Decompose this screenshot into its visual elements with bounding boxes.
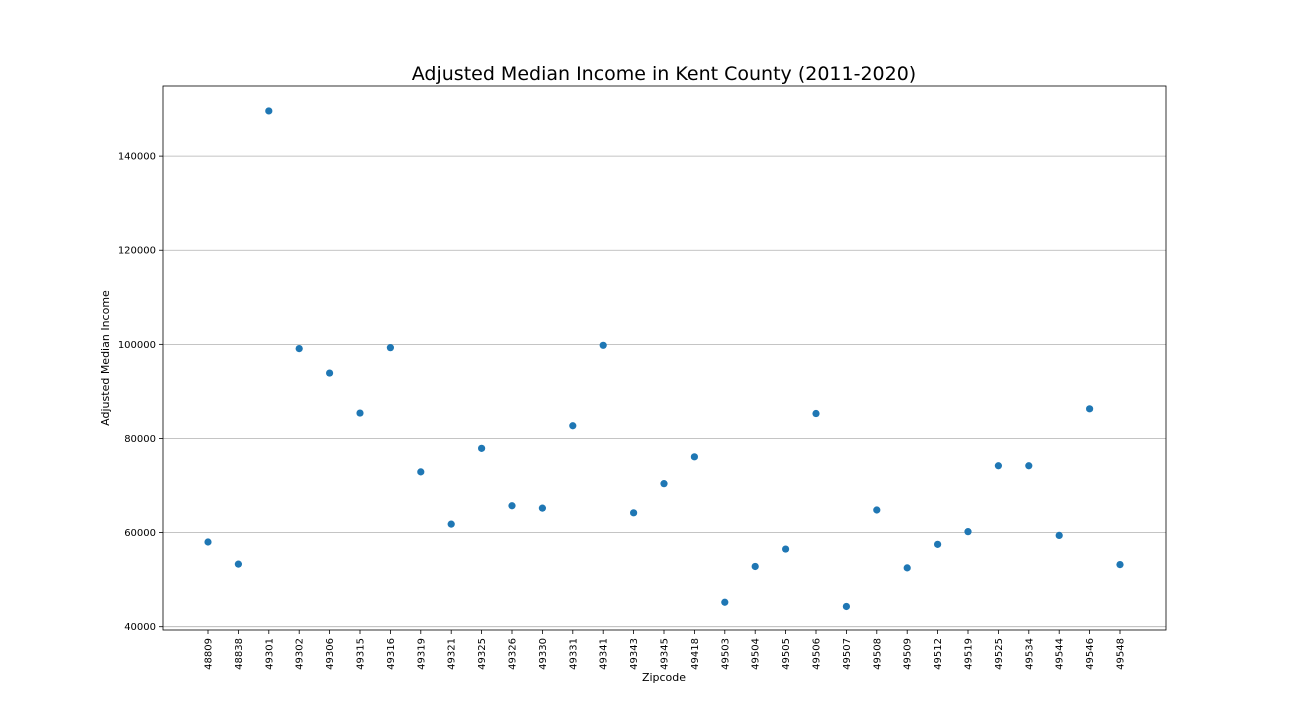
x-tick-label: 49301 <box>264 638 275 670</box>
data-point <box>386 344 394 352</box>
plot-area-frame <box>162 85 1167 631</box>
data-point <box>721 598 729 606</box>
data-points <box>204 107 1124 611</box>
y-tick-label: 100000 <box>118 340 156 351</box>
y-axis-ticks: 40000 60000 80000 100000 120000 140000 <box>118 152 163 633</box>
x-tick-label: 49506 <box>812 638 823 670</box>
x-tick-label: 49330 <box>538 638 549 670</box>
data-point <box>1055 531 1063 540</box>
data-point <box>1086 405 1094 413</box>
data-point <box>447 520 455 528</box>
data-point <box>994 462 1003 470</box>
data-point <box>417 468 425 476</box>
y-axis-label: Adjusted Median Income <box>99 290 112 426</box>
y-tick-label: 120000 <box>118 246 156 257</box>
x-tick-label: 49505 <box>781 638 792 670</box>
x-tick-label: 49546 <box>1085 638 1096 670</box>
data-point <box>1116 560 1124 569</box>
x-tick-label: 49306 <box>325 638 336 670</box>
data-point <box>508 502 516 510</box>
x-tick-label: 49503 <box>720 638 731 670</box>
data-point <box>660 480 668 488</box>
x-axis-label: Zipcode <box>642 671 686 684</box>
data-point <box>751 562 759 571</box>
data-point <box>812 409 820 418</box>
gridlines <box>163 155 1166 628</box>
data-point <box>782 545 790 553</box>
x-tick-label: 49319 <box>416 638 427 670</box>
x-tick-label: 49507 <box>842 638 853 670</box>
data-point <box>569 422 577 430</box>
data-point <box>478 444 486 452</box>
data-point <box>295 344 303 353</box>
x-tick-label: 49418 <box>690 638 701 670</box>
data-point <box>599 341 607 349</box>
x-tick-label: 49326 <box>508 638 519 670</box>
x-axis-ticks: 48809 48838 49301 49302 49306 49315 49316 49319… <box>204 630 1127 670</box>
x-tick-label: 49548 <box>1116 638 1127 670</box>
x-tick-label: 49341 <box>599 638 610 670</box>
y-tick-label: 80000 <box>124 434 156 445</box>
data-point <box>204 538 212 546</box>
data-point <box>934 540 942 548</box>
x-tick-label: 49302 <box>295 638 306 670</box>
data-point <box>234 560 242 568</box>
x-tick-label: 49316 <box>386 638 397 670</box>
y-tick-label: 40000 <box>124 622 156 633</box>
x-tick-label: 48809 <box>204 638 215 670</box>
data-point <box>1025 462 1033 470</box>
x-tick-label: 49343 <box>629 638 640 670</box>
y-tick-label: 60000 <box>124 528 156 539</box>
x-tick-label: 49508 <box>872 638 883 670</box>
x-tick-label: 49345 <box>660 638 671 670</box>
x-tick-label: 49519 <box>964 638 975 670</box>
x-tick-label: 49325 <box>477 638 488 670</box>
data-point <box>842 602 851 611</box>
x-tick-label: 49544 <box>1055 638 1066 670</box>
data-point <box>356 409 364 417</box>
data-point <box>265 107 273 115</box>
x-tick-label: 49509 <box>903 638 914 670</box>
x-tick-label: 49504 <box>751 638 762 670</box>
data-point <box>903 564 911 572</box>
x-tick-label: 49321 <box>447 638 458 670</box>
x-tick-label: 49315 <box>356 638 367 670</box>
y-tick-label: 140000 <box>118 152 156 163</box>
data-point <box>964 528 972 536</box>
x-tick-label: 48838 <box>234 638 245 670</box>
x-tick-label: 49525 <box>994 638 1005 670</box>
x-tick-label: 49512 <box>933 638 944 670</box>
data-point <box>873 506 881 514</box>
x-tick-label: 49534 <box>1024 638 1035 670</box>
chart-title: Adjusted Median Income in Kent County (2… <box>412 63 916 85</box>
data-point <box>630 509 638 517</box>
data-point <box>326 369 334 377</box>
data-point <box>538 504 547 512</box>
x-tick-label: 49331 <box>568 638 579 670</box>
data-point <box>690 453 699 461</box>
